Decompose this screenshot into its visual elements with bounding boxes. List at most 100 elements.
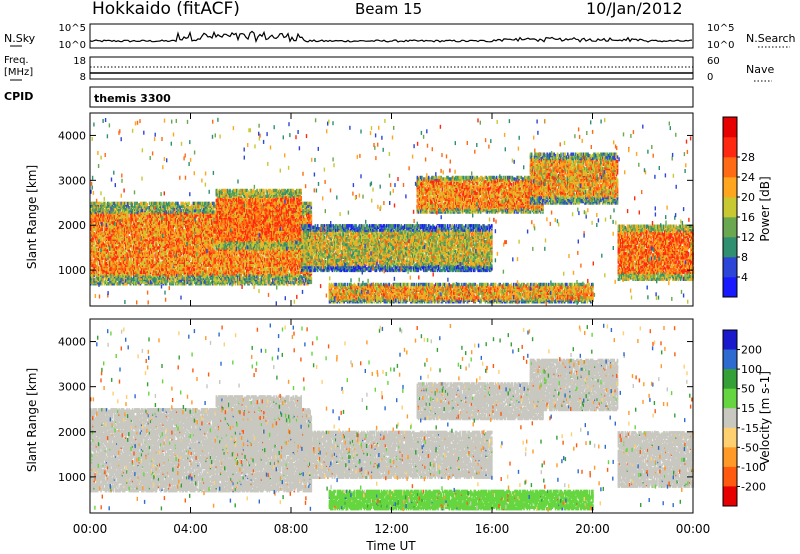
power-cell [113,233,116,237]
power-cell [104,264,107,269]
power-cell [144,218,146,223]
power-cell [137,203,140,207]
power-cell [91,227,93,231]
power-cell [103,280,106,285]
power-cell [173,241,176,246]
power-cell [144,270,146,274]
power-cell [121,257,124,262]
power-cell [127,253,129,257]
power-cell [113,272,116,276]
power-cell [103,226,106,230]
power-cell [112,229,115,233]
power-cell [104,272,107,276]
power-cell [147,240,150,244]
power-cell [119,243,121,247]
power-cell [105,280,108,285]
power-cell [91,254,93,259]
power-cell [120,218,123,223]
power-cell [119,211,121,216]
power-cell [145,250,147,254]
power-cell [101,266,103,270]
power-cell [122,239,125,243]
power-cell [125,249,127,253]
freq-label: Freq. [4,55,29,66]
power-cell [91,214,93,218]
power-cell [108,243,110,247]
power-cell [92,211,94,216]
power-cell [109,230,111,234]
power-cell [108,252,110,256]
power-cell [146,253,149,257]
power-cell [121,277,124,282]
power-cell [136,243,138,247]
power-cell [144,243,146,247]
power-cell [129,236,132,240]
power-cell [93,272,95,276]
power-cell [97,201,100,206]
power-cell [123,266,126,270]
power-cell [97,221,100,226]
power-cell [99,224,101,229]
freq-tick-top: 18 [73,56,86,67]
power-cell [120,244,123,249]
power-cell [131,214,134,218]
power-cell [111,272,114,276]
power-cell [101,282,103,286]
power-cell [140,208,143,213]
power-cell [112,277,115,282]
power-cell [101,203,103,207]
power-cell [133,269,135,273]
power-cell [188,201,190,206]
power-cell [92,233,94,237]
power-cell [125,254,127,259]
power-cell [97,213,100,217]
power-cell [110,210,112,214]
power-cell [95,223,98,227]
power-cell [151,276,153,280]
power-cell [93,282,95,286]
power-cell [96,259,99,263]
power-cell [149,243,152,247]
power-cell [126,226,128,230]
power-cell [145,269,147,273]
power-cell [105,211,108,216]
power-cell [113,241,116,246]
power-cell [95,277,98,282]
power-cell [148,274,151,279]
power-cell [123,223,126,227]
power-cell [101,240,103,244]
power-cell [130,218,133,223]
power-cell [139,263,142,267]
power-cell [130,279,133,283]
power-cell [117,226,119,230]
power-cell [99,231,101,236]
power-cell [120,259,123,263]
power-cell [104,267,107,272]
power-cell [177,201,179,206]
power-cell [102,207,104,211]
power-cell [102,252,104,256]
power-cell [90,276,92,280]
power-cell [100,201,102,206]
cpid-label: CPID [4,90,33,103]
power-cell [99,256,101,260]
power-cell [146,247,149,252]
power-cell [123,249,126,253]
power-cell [118,201,120,206]
power-cell [147,262,150,266]
power-cell [93,224,95,229]
power-cell [145,279,147,283]
power-cell [102,279,104,283]
power-cell [91,269,93,273]
power-cell [93,277,95,282]
power-cell [123,206,126,210]
power-cell [108,218,110,223]
power-cell [121,240,124,244]
power-cell [128,217,130,221]
power-cell [110,273,112,277]
power-cell [123,260,126,264]
power-cell [131,246,134,250]
power-cell [112,206,115,210]
power-cell [140,250,143,254]
power-cell [145,234,147,239]
